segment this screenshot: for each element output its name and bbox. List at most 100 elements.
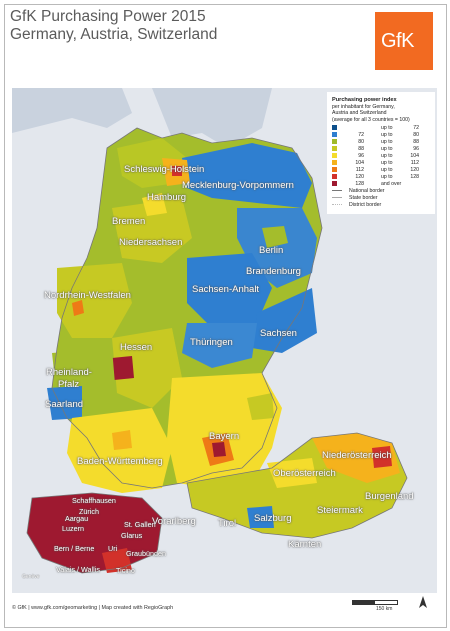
label-oberoesterreich: Oberösterreich <box>273 468 336 479</box>
region-sachsen <box>252 288 317 353</box>
patch-frankfurt <box>112 356 134 380</box>
legend-swatch <box>332 167 337 172</box>
scale-label: 150 km <box>376 606 393 612</box>
legend-mid: up to <box>381 139 393 145</box>
patch-munich <box>212 442 226 457</box>
legend-mid: up to <box>381 132 393 138</box>
legend-swatch <box>332 125 337 130</box>
legend-title: Purchasing power index <box>332 97 397 103</box>
patch-duesseldorf <box>72 300 84 316</box>
label-st-gallen: St. Gallen <box>124 520 156 529</box>
label-ticino: Ticino <box>116 566 135 575</box>
footer-credit: © GfK | www.gfk.com/geomarketing | Map c… <box>12 605 174 611</box>
label-zuerich: Zürich <box>79 507 99 516</box>
legend-low: 112 <box>355 167 364 173</box>
region-berlin <box>262 226 288 248</box>
label-kaernten: Kärnten <box>288 539 322 550</box>
legend-mid: up to <box>381 153 393 159</box>
choropleth-map <box>12 88 437 593</box>
label-vorarlberg: Vorarlberg <box>152 516 196 527</box>
legend-class-row: 88 up to 96 <box>332 146 432 152</box>
label-hamburg: Hamburg <box>147 192 187 203</box>
region-bw <box>67 408 172 493</box>
label-thueringen: Thüringen <box>190 337 233 348</box>
legend-swatch <box>332 146 337 151</box>
label-schaffhausen: Schaffhausen <box>72 496 116 505</box>
legend-mid: up to <box>381 125 393 131</box>
label-sachsen-anhalt: Sachsen-Anhalt <box>192 284 260 295</box>
label-sachsen: Sachsen <box>260 328 297 339</box>
region-saarland <box>47 386 82 420</box>
legend-district-border: District border <box>332 202 432 208</box>
label-valais: Valais / Wallis <box>56 565 100 574</box>
legend-high: 104 <box>410 153 419 159</box>
patch-bremen-area <box>142 193 167 216</box>
logo-text: GfK <box>381 30 414 52</box>
patch-stuttgart <box>112 430 132 450</box>
label-niederoesterreich: Niederösterreich <box>322 450 392 461</box>
label-nrw: Nordrhein-Westfalen <box>44 290 131 301</box>
label-burgenland: Burgenland <box>365 491 414 502</box>
label-bw: Baden-Württemberg <box>77 456 163 467</box>
label-schleswig: Schleswig-Holstein <box>124 164 205 175</box>
label-steiermark: Steiermark <box>317 505 363 516</box>
region-sachsen-anhalt <box>187 253 272 328</box>
legend-class-row: 96 up to 104 <box>332 153 432 159</box>
legend-low: 72 <box>358 132 364 138</box>
label-bern: Bern / Berne <box>54 544 95 553</box>
legend-mid: up to <box>381 160 393 166</box>
north-arrow-icon <box>419 596 427 608</box>
label-aargau: Aargau <box>65 514 89 523</box>
label-saarland: Saarland <box>45 399 84 410</box>
austria-border <box>186 432 408 539</box>
label-hessen: Hessen <box>120 342 153 353</box>
label-berlin: Berlin <box>259 245 284 256</box>
legend-high: 112 <box>410 160 419 166</box>
legend-swatch <box>332 153 337 158</box>
legend-class-row: 104 up to 112 <box>332 160 432 166</box>
legend-class-row: 80 up to 88 <box>332 139 432 145</box>
legend-subtitle: per inhabitant for Germany, Austria and … <box>332 104 410 123</box>
legend-state-border: State border <box>332 195 432 201</box>
legend-high: 128 <box>410 174 419 180</box>
legend-high: 80 <box>413 132 419 138</box>
map-title: GfK Purchasing Power 2015 Germany, Austr… <box>10 8 217 44</box>
switzerland-base <box>27 493 162 573</box>
region-oberoesterreich <box>267 458 317 488</box>
label-bremen: Bremen <box>112 216 146 227</box>
legend-high: 72 <box>413 125 419 131</box>
legend-class-row: 120 up to 128 <box>332 174 432 180</box>
legend-low: 104 <box>355 160 364 166</box>
legend-high: 96 <box>413 146 419 152</box>
switzerland-border <box>26 492 163 574</box>
title-line-2: Germany, Austria, Switzerland <box>10 26 218 43</box>
legend-swatch <box>332 174 337 179</box>
region-mv <box>182 143 312 208</box>
scale-bar: 150 km <box>352 600 432 614</box>
legend-mid: up to <box>381 146 393 152</box>
legend-national-border: National border <box>332 188 432 194</box>
region-wien <box>372 446 392 468</box>
label-glarus: Glarus <box>121 531 143 540</box>
label-rlp-2: Pfalz <box>58 379 80 390</box>
label-niedersachsen: Niedersachsen <box>119 237 183 248</box>
legend-mid: up to <box>381 174 393 180</box>
legend-high: 120 <box>410 167 419 173</box>
hamburg-core <box>172 166 182 176</box>
legend-swatch <box>332 139 337 144</box>
legend-low: 128 <box>355 181 364 187</box>
region-niederoesterreich <box>312 433 400 483</box>
scale-bar-outline <box>352 600 398 605</box>
legend-mid: up to <box>381 167 393 173</box>
label-rlp-1: Rheinland- <box>46 367 92 378</box>
legend-class-row: 112 up to 120 <box>332 167 432 173</box>
legend-mid: and over <box>381 181 402 187</box>
legend-swatch <box>332 181 337 186</box>
label-luzern: Luzern <box>62 524 84 533</box>
legend-low: 88 <box>358 146 364 152</box>
legend: Purchasing power index per inhabitant fo… <box>327 92 435 214</box>
patch-osttirol <box>247 506 274 528</box>
label-tirol: Tirol <box>218 518 237 529</box>
region-thueringen <box>182 323 257 368</box>
legend-class-row: 72 up to 80 <box>332 132 432 138</box>
